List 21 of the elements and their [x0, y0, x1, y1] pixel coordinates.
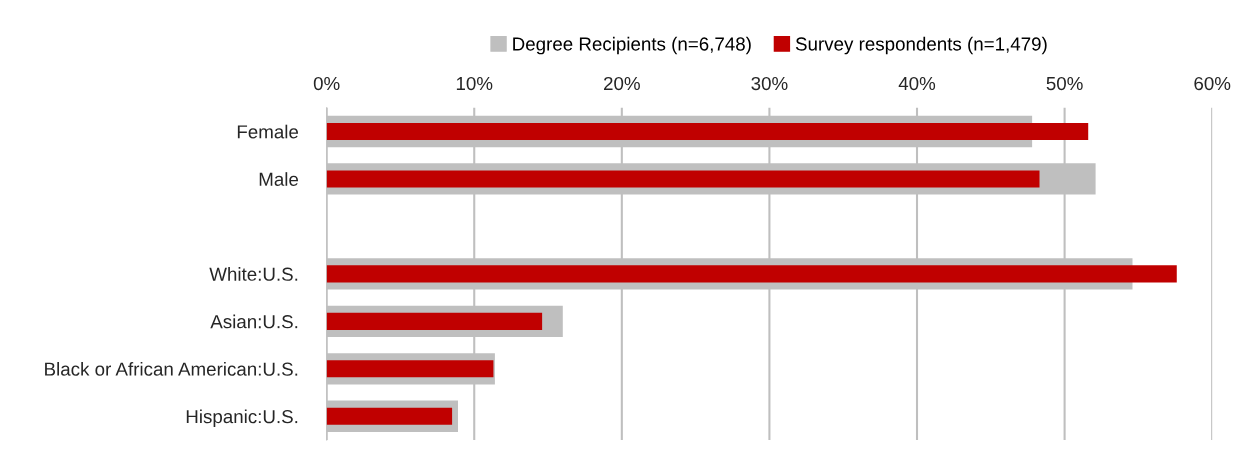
x-tick-label: 10%	[456, 76, 493, 91]
bar	[326, 312, 543, 330]
y-tick-label: Hispanic:U.S.	[186, 409, 298, 427]
x-tick-label: 60%	[1194, 76, 1231, 91]
y-tick-label: Female	[237, 124, 299, 139]
x-tick-label: 0%	[313, 76, 340, 91]
y-tick-label: Male	[259, 172, 299, 186]
bar	[326, 265, 1177, 283]
x-tick-label: 20%	[604, 76, 640, 91]
x-tick-label: 30%	[751, 76, 788, 91]
bar	[326, 122, 1089, 141]
y-tick-label: Asian:U.S.	[210, 314, 298, 329]
y-tick-label: Black or African American:U.S.	[45, 362, 298, 376]
bar	[326, 407, 453, 425]
legend-label: Degree Recipients (n=6,748)	[513, 36, 751, 55]
x-tick-label: 50%	[1046, 76, 1083, 91]
legend-label: Survey respondents (n=1,479)	[795, 36, 1047, 55]
y-tick-label: White:U.S.	[209, 267, 298, 281]
bar	[326, 360, 494, 378]
bar	[326, 170, 1040, 188]
x-tick-label: 40%	[898, 76, 936, 91]
